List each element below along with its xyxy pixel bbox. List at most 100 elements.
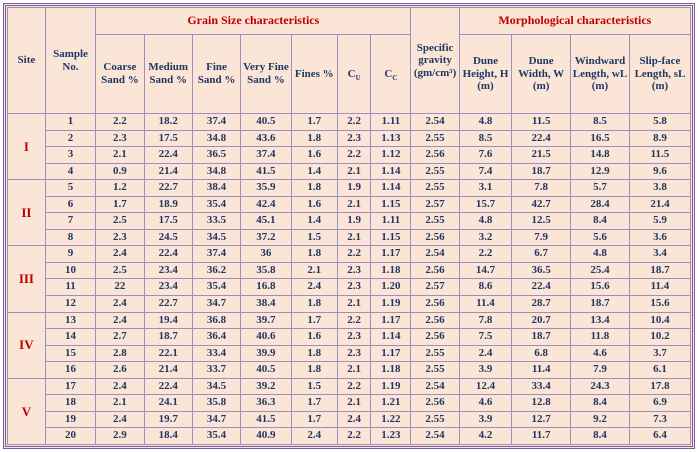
value-cell: 18.2 <box>143 113 193 131</box>
value-cell: 12.7 <box>511 410 572 429</box>
value-cell: 43.6 <box>240 129 292 148</box>
value-cell: 2.1 <box>336 394 372 412</box>
table-row: 12 2.4 22.7 34.7 38.4 1.8 2.1 1.19 2.56 11.4 28.7 1… <box>8 295 692 313</box>
value-cell: 2.5 <box>95 261 145 280</box>
value-cell: 2.8 <box>95 344 145 363</box>
value-cell: 37.4 <box>240 146 292 164</box>
value-cell: 3.4 <box>628 245 692 263</box>
value-cell: 35.9 <box>240 179 292 197</box>
value-cell: 39.7 <box>240 311 292 330</box>
value-cell: 11.4 <box>458 295 513 313</box>
value-cell: 2.1 <box>336 228 372 247</box>
value-cell: 22.7 <box>143 295 193 313</box>
value-cell: 1.12 <box>370 146 412 164</box>
site-label: I <box>7 112 46 181</box>
value-cell: 1.7 <box>290 311 338 330</box>
value-cell: 3.8 <box>628 179 692 197</box>
value-cell: 2.6 <box>95 361 145 379</box>
table-row: I 1 2.2 18.2 37.4 40.5 1.7 2.2 1.11 2.54 4.8 11.5 8.… <box>7 112 692 181</box>
value-cell: 16.5 <box>570 129 630 148</box>
value-cell: 1.8 <box>290 179 338 197</box>
data-table: Site Sample No. Grain Size characteristi… <box>7 7 692 446</box>
sample-no-cell: 19 <box>44 410 97 429</box>
value-cell: 7.3 <box>628 410 692 429</box>
value-cell: 1.4 <box>290 162 338 181</box>
value-cell: 17.5 <box>143 212 193 230</box>
value-cell: 1.4 <box>290 212 338 230</box>
value-cell: 1.14 <box>370 328 412 346</box>
value-cell: 22 <box>95 278 145 297</box>
value-cell: 2.55 <box>410 179 460 197</box>
value-cell: 34.7 <box>191 410 242 429</box>
value-cell: 1.8 <box>290 129 338 148</box>
value-cell: 1.15 <box>370 195 412 214</box>
value-cell: 8.4 <box>570 394 630 412</box>
value-cell: 8.5 <box>570 113 630 131</box>
value-cell: 40.9 <box>240 427 292 445</box>
value-cell: 1.8 <box>290 295 338 313</box>
value-cell: 22.1 <box>143 344 193 363</box>
value-cell: 36.8 <box>191 311 242 330</box>
table-row: III 9 2.4 22.4 37.4 36 1.8 2.2 1.17 2.54 2.2 6.7 4.8… <box>7 245 692 313</box>
value-cell: 2.3 <box>95 129 145 148</box>
table-body: I 1 2.2 18.2 37.4 40.5 1.7 2.2 1.11 2.54 4.8 11.5 8.… <box>7 112 692 446</box>
value-cell: 21.5 <box>511 146 572 164</box>
value-cell: 21.4 <box>628 195 692 214</box>
coefficient-symbol: C <box>384 67 393 80</box>
value-cell: 18.7 <box>143 328 193 346</box>
value-cell: 19.4 <box>143 311 193 330</box>
value-cell: 11.8 <box>570 328 630 346</box>
value-cell: 37.4 <box>191 245 242 263</box>
sample-no-cell: 18 <box>44 394 97 412</box>
value-cell: 45.1 <box>240 212 292 230</box>
value-cell: 35.8 <box>240 261 292 280</box>
value-cell: 2.3 <box>336 129 372 148</box>
value-cell: 2.55 <box>410 212 460 230</box>
col-header-site: Site <box>7 7 46 114</box>
value-cell: 18.4 <box>143 427 193 445</box>
value-cell: 15.6 <box>570 278 630 297</box>
value-cell: 16.8 <box>240 278 292 297</box>
value-cell: 40.6 <box>240 328 292 346</box>
value-cell: 2.2 <box>336 146 372 164</box>
value-cell: 12.4 <box>458 377 513 396</box>
value-cell: 1.23 <box>370 427 412 445</box>
value-cell: 4.8 <box>458 113 513 131</box>
value-cell: 1.20 <box>370 278 412 297</box>
value-cell: 34.5 <box>191 228 242 247</box>
site-label: V <box>7 377 46 446</box>
table-row: 19 2.4 19.7 34.7 41.5 1.7 2.4 1.22 2.55 3.9 12.7 9.… <box>8 410 692 429</box>
site-label: II <box>7 179 46 247</box>
value-cell: 42.4 <box>240 195 292 214</box>
value-cell: 36.5 <box>511 261 572 280</box>
value-cell: 40.5 <box>240 113 292 131</box>
value-cell: 2.54 <box>410 427 460 445</box>
value-cell: 38.4 <box>191 179 242 197</box>
value-cell: 18.7 <box>511 162 572 181</box>
col-header-specific-gravity: Specific gravity (gm/cm³) <box>410 7 460 114</box>
value-cell: 7.5 <box>458 328 513 346</box>
value-cell: 21.4 <box>143 162 193 181</box>
value-cell: 4.6 <box>570 344 630 363</box>
value-cell: 2.2 <box>336 377 372 396</box>
value-cell: 2.7 <box>95 328 145 346</box>
value-cell: 1.8 <box>290 361 338 379</box>
table-row: 2 2.3 17.5 34.8 43.6 1.8 2.3 1.13 2.55 8.5 22.4 16.… <box>8 129 692 148</box>
value-cell: 2.54 <box>410 113 460 131</box>
value-cell: 6.1 <box>628 361 692 379</box>
value-cell: 1.17 <box>370 311 412 330</box>
sample-no-cell: 20 <box>44 427 97 445</box>
value-cell: 22.7 <box>143 179 193 197</box>
value-cell: 12.8 <box>511 394 572 412</box>
value-cell: 1.13 <box>370 129 412 148</box>
sample-no-cell: 9 <box>44 245 97 263</box>
value-cell: 1.5 <box>290 228 338 247</box>
value-cell: 2.1 <box>336 162 372 181</box>
value-cell: 21.4 <box>143 361 193 379</box>
table-row: 8 2.3 24.5 34.5 37.2 1.5 2.1 1.15 2.56 3.2 7.9 5.6 3… <box>8 228 692 247</box>
value-cell: 36.3 <box>240 394 292 412</box>
table-row: 10 2.5 23.4 36.2 35.8 2.1 2.3 1.18 2.56 14.7 36.5 2… <box>8 261 692 280</box>
value-cell: 2.1 <box>95 146 145 164</box>
value-cell: 2.2 <box>336 427 372 445</box>
value-cell: 1.2 <box>95 179 145 197</box>
